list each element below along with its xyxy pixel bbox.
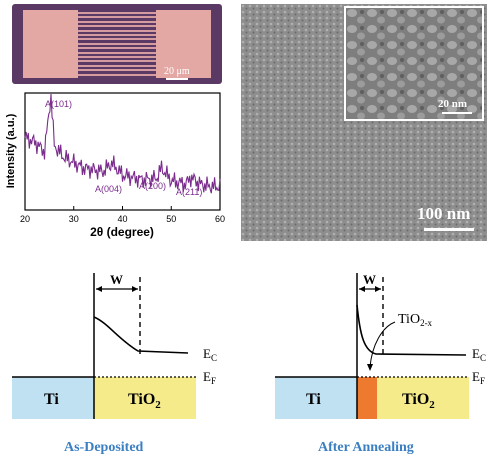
interlayer-pointer: [369, 321, 396, 368]
depletion-width-label: W: [110, 272, 123, 287]
ti-label: Ti: [306, 391, 321, 408]
electrode-finger: [78, 25, 156, 28]
ti-label: Ti: [44, 391, 59, 408]
micro-scale-bar: [166, 78, 188, 80]
interlayer-pointer-head: [367, 364, 373, 371]
depletion-width-arrowheads: [359, 286, 381, 292]
electrode-finger: [78, 51, 156, 54]
sem-scale-bar: [424, 228, 474, 231]
xrd-chart: 20 30 40 50 60 Intensity (a.u.) 2θ (degree) …: [5, 92, 225, 239]
electrode-finger: [78, 38, 156, 41]
xrd-peak-label: A(101): [45, 99, 72, 109]
xrd-xlabel: 2θ (degree): [90, 225, 154, 239]
electrode-finger: [78, 69, 156, 72]
band-diagram-after-annealing: W TiO2-x EC EF Ti TiO2: [275, 272, 486, 419]
ti-layer: [275, 377, 357, 419]
tio2-layer: [377, 377, 469, 419]
xrd-ylabel: Intensity (a.u.): [5, 113, 17, 188]
electrode-finger: [78, 12, 156, 14]
caption-after-annealing: After Annealing: [318, 440, 414, 455]
electrode-finger: [78, 56, 156, 58]
tio2-label: TiO2: [402, 391, 435, 411]
ef-label: EF: [203, 369, 216, 386]
xrd-x-tick-label: 60: [215, 214, 225, 224]
electrode-finger: [78, 60, 156, 63]
sem-inset: 20 nm: [344, 6, 484, 121]
caption-as-deposited: As-Deposited: [64, 440, 144, 455]
xrd-peak-label: A(004): [95, 184, 122, 194]
sem-image: 20 nm 100 nm: [241, 4, 487, 241]
optical-micrograph: 20 μm: [12, 4, 222, 84]
sem-scale-label: 100 nm: [417, 204, 471, 223]
ti-layer: [12, 377, 94, 419]
tio2x-interlayer: [357, 377, 377, 419]
electrode-finger: [78, 73, 156, 76]
xrd-peak-label: A(200): [139, 181, 166, 191]
electrode-finger: [78, 29, 156, 32]
ef-label: EF: [472, 369, 485, 386]
depletion-width-label: W: [363, 272, 376, 287]
conduction-band-curve: [356, 304, 467, 356]
micro-scale-label: 20 μm: [164, 66, 190, 77]
electrode-finger: [78, 64, 156, 67]
electrode-finger: [78, 34, 156, 36]
electrode-finger: [78, 16, 156, 19]
conduction-band-curve: [93, 316, 189, 354]
xrd-peak-label: A(211): [176, 187, 202, 197]
sem-inset-scale-label: 20 nm: [438, 98, 468, 110]
xrd-x-tick-label: 30: [69, 214, 79, 224]
ec-label: EC: [472, 346, 486, 363]
xrd-x-tick-label: 50: [166, 214, 176, 224]
electrode-finger: [78, 20, 156, 23]
sem-inset-scale-bar: [442, 112, 472, 114]
tio2-label: TiO2: [128, 391, 161, 411]
xrd-tick-group: 20 30 40 50 60: [20, 206, 225, 224]
xrd-x-tick-label: 20: [20, 214, 30, 224]
electrode-finger: [78, 47, 156, 50]
tio2x-label: TiO2-x: [398, 312, 433, 328]
xrd-line: [24, 93, 221, 194]
ec-label: EC: [203, 346, 217, 363]
electrode-finger: [78, 42, 156, 45]
electrode-pad-right: [156, 10, 211, 78]
band-diagram-as-deposited: W EC EF Ti TiO2: [12, 272, 217, 419]
tio2-layer: [94, 377, 196, 419]
electrode-pad-left: [23, 10, 78, 78]
sem-inset-texture: [346, 8, 482, 119]
xrd-x-tick-label: 40: [117, 214, 127, 224]
